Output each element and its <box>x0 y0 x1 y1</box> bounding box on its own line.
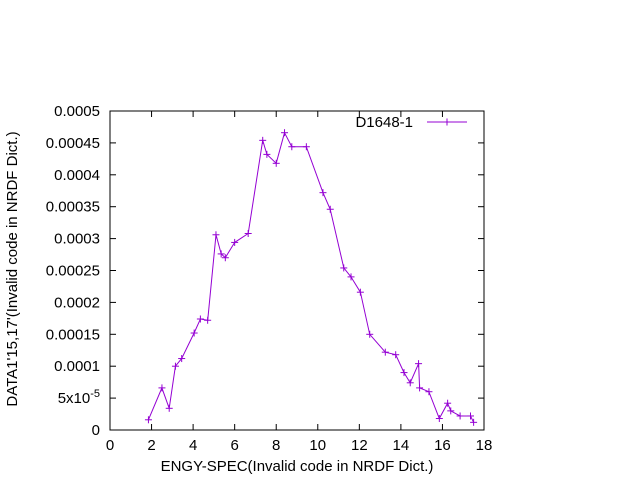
x-tick-label: 10 <box>309 437 326 454</box>
legend-label: D1648-1 <box>355 114 413 131</box>
legend: D1648-1 <box>355 114 467 131</box>
x-tick-label: 8 <box>272 437 280 454</box>
data-point <box>366 330 374 338</box>
x-axis: 0 2 4 6 8 10 12 14 16 18 <box>106 111 493 454</box>
data-point <box>326 205 334 213</box>
x-tick-label: 0 <box>106 437 114 454</box>
data-point <box>356 288 364 296</box>
y-tick-label: 0.0002 <box>54 294 100 311</box>
series-line <box>147 131 475 423</box>
data-point <box>281 129 289 137</box>
data-point <box>444 399 452 407</box>
x-axis-title: ENGY-SPEC(Invalid code in NRDF Dict.) <box>161 458 434 475</box>
data-point <box>470 418 478 426</box>
data-point <box>381 348 389 356</box>
data-point <box>212 231 220 239</box>
series-group <box>144 129 478 426</box>
y-tick-label: 0 <box>92 422 100 439</box>
y-tick-label: 0.00045 <box>46 135 100 152</box>
plot-border <box>109 110 485 431</box>
data-point <box>158 384 166 392</box>
data-point <box>263 150 271 158</box>
data-point <box>190 329 198 337</box>
data-point <box>416 384 424 392</box>
x-tick-label: 2 <box>147 437 155 454</box>
y-tick-label: 0.0004 <box>54 167 100 184</box>
data-point <box>217 250 225 258</box>
y-tick-label: 0.0003 <box>54 231 100 248</box>
data-point <box>221 254 229 262</box>
y-axis: 0 5x10-5 0.0001 0.00015 0.0002 0.00025 0.0003 0… <box>46 103 484 439</box>
y-tick-label: 0.00015 <box>46 326 100 343</box>
data-point <box>288 143 296 151</box>
plot-area <box>109 110 485 431</box>
x-tick-label: 16 <box>434 437 451 454</box>
data-point <box>456 412 464 420</box>
data-point <box>204 316 212 324</box>
y-tick-label: 0.0005 <box>54 103 100 120</box>
y-tick-label: 0.00025 <box>46 263 100 280</box>
data-point <box>435 415 443 423</box>
data-point <box>347 273 355 281</box>
x-tick-label: 18 <box>476 437 493 454</box>
data-point <box>447 407 455 415</box>
data-point <box>272 159 280 167</box>
data-point <box>415 360 423 368</box>
x-tick-label: 4 <box>189 437 197 454</box>
data-point <box>144 416 152 424</box>
y-tick-label: 0.00035 <box>46 199 100 216</box>
data-point <box>244 229 252 237</box>
data-point <box>302 143 310 151</box>
data-point <box>466 412 474 420</box>
x-tick-label: 12 <box>351 437 368 454</box>
data-point <box>171 362 179 370</box>
data-point <box>165 404 173 412</box>
data-point <box>231 238 239 246</box>
data-point <box>406 379 414 387</box>
data-point <box>425 388 433 396</box>
data-point <box>319 189 327 197</box>
data-point <box>196 315 204 323</box>
y-axis-title: DATA1'15,17'(Invalid code in NRDF Dict.) <box>4 131 21 406</box>
data-point <box>340 264 348 272</box>
data-point <box>259 136 267 144</box>
y-tick-label: 5x10-5 <box>58 388 100 407</box>
data-point <box>392 351 400 359</box>
x-tick-label: 6 <box>230 437 238 454</box>
x-tick-label: 14 <box>393 437 410 454</box>
data-point <box>178 355 186 363</box>
y-tick-label: 0.0001 <box>54 358 100 375</box>
data-point <box>400 369 408 377</box>
